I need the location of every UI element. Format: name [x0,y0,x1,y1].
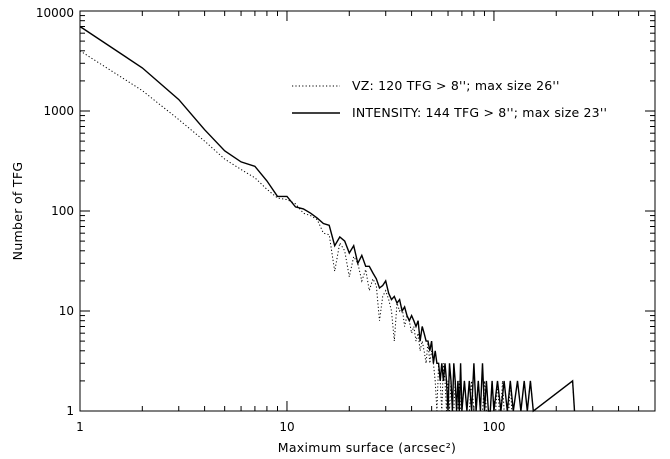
legend: VZ: 120 TFG > 8''; max size 26'' INTENSI… [292,78,607,120]
x-tick-label: 10 [279,420,294,434]
y-tick-label: 1 [66,404,74,418]
y-tick-label: 10000 [36,6,74,20]
y-tick-label: 100 [51,204,74,218]
plot-frame [79,10,656,412]
y-tick-label: 1000 [43,104,74,118]
x-axis-label: Maximum surface (arcsec²) [278,440,456,455]
x-tick-label: 100 [483,420,506,434]
y-axis-label: Number of TFG [10,162,25,261]
x-tick-labels: 1 10 100 [76,420,505,434]
y-tick-label: 10 [59,304,74,318]
series-line-intensity [79,25,576,413]
y-tick-labels: 1 10 100 1000 10000 [36,6,74,418]
legend-label-intensity: INTENSITY: 144 TFG > 8''; max size 23'' [352,105,607,120]
axis-ticks [79,10,656,412]
legend-label-vz: VZ: 120 TFG > 8''; max size 26'' [352,78,560,93]
x-tick-label: 1 [76,420,84,434]
